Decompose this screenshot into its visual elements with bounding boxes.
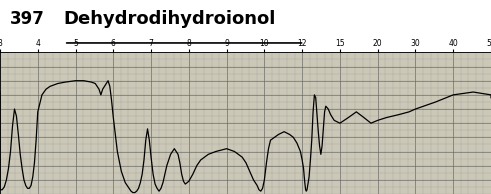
Text: Dehydrodihydroionol: Dehydrodihydroionol	[64, 10, 276, 29]
Text: 397: 397	[10, 10, 45, 29]
